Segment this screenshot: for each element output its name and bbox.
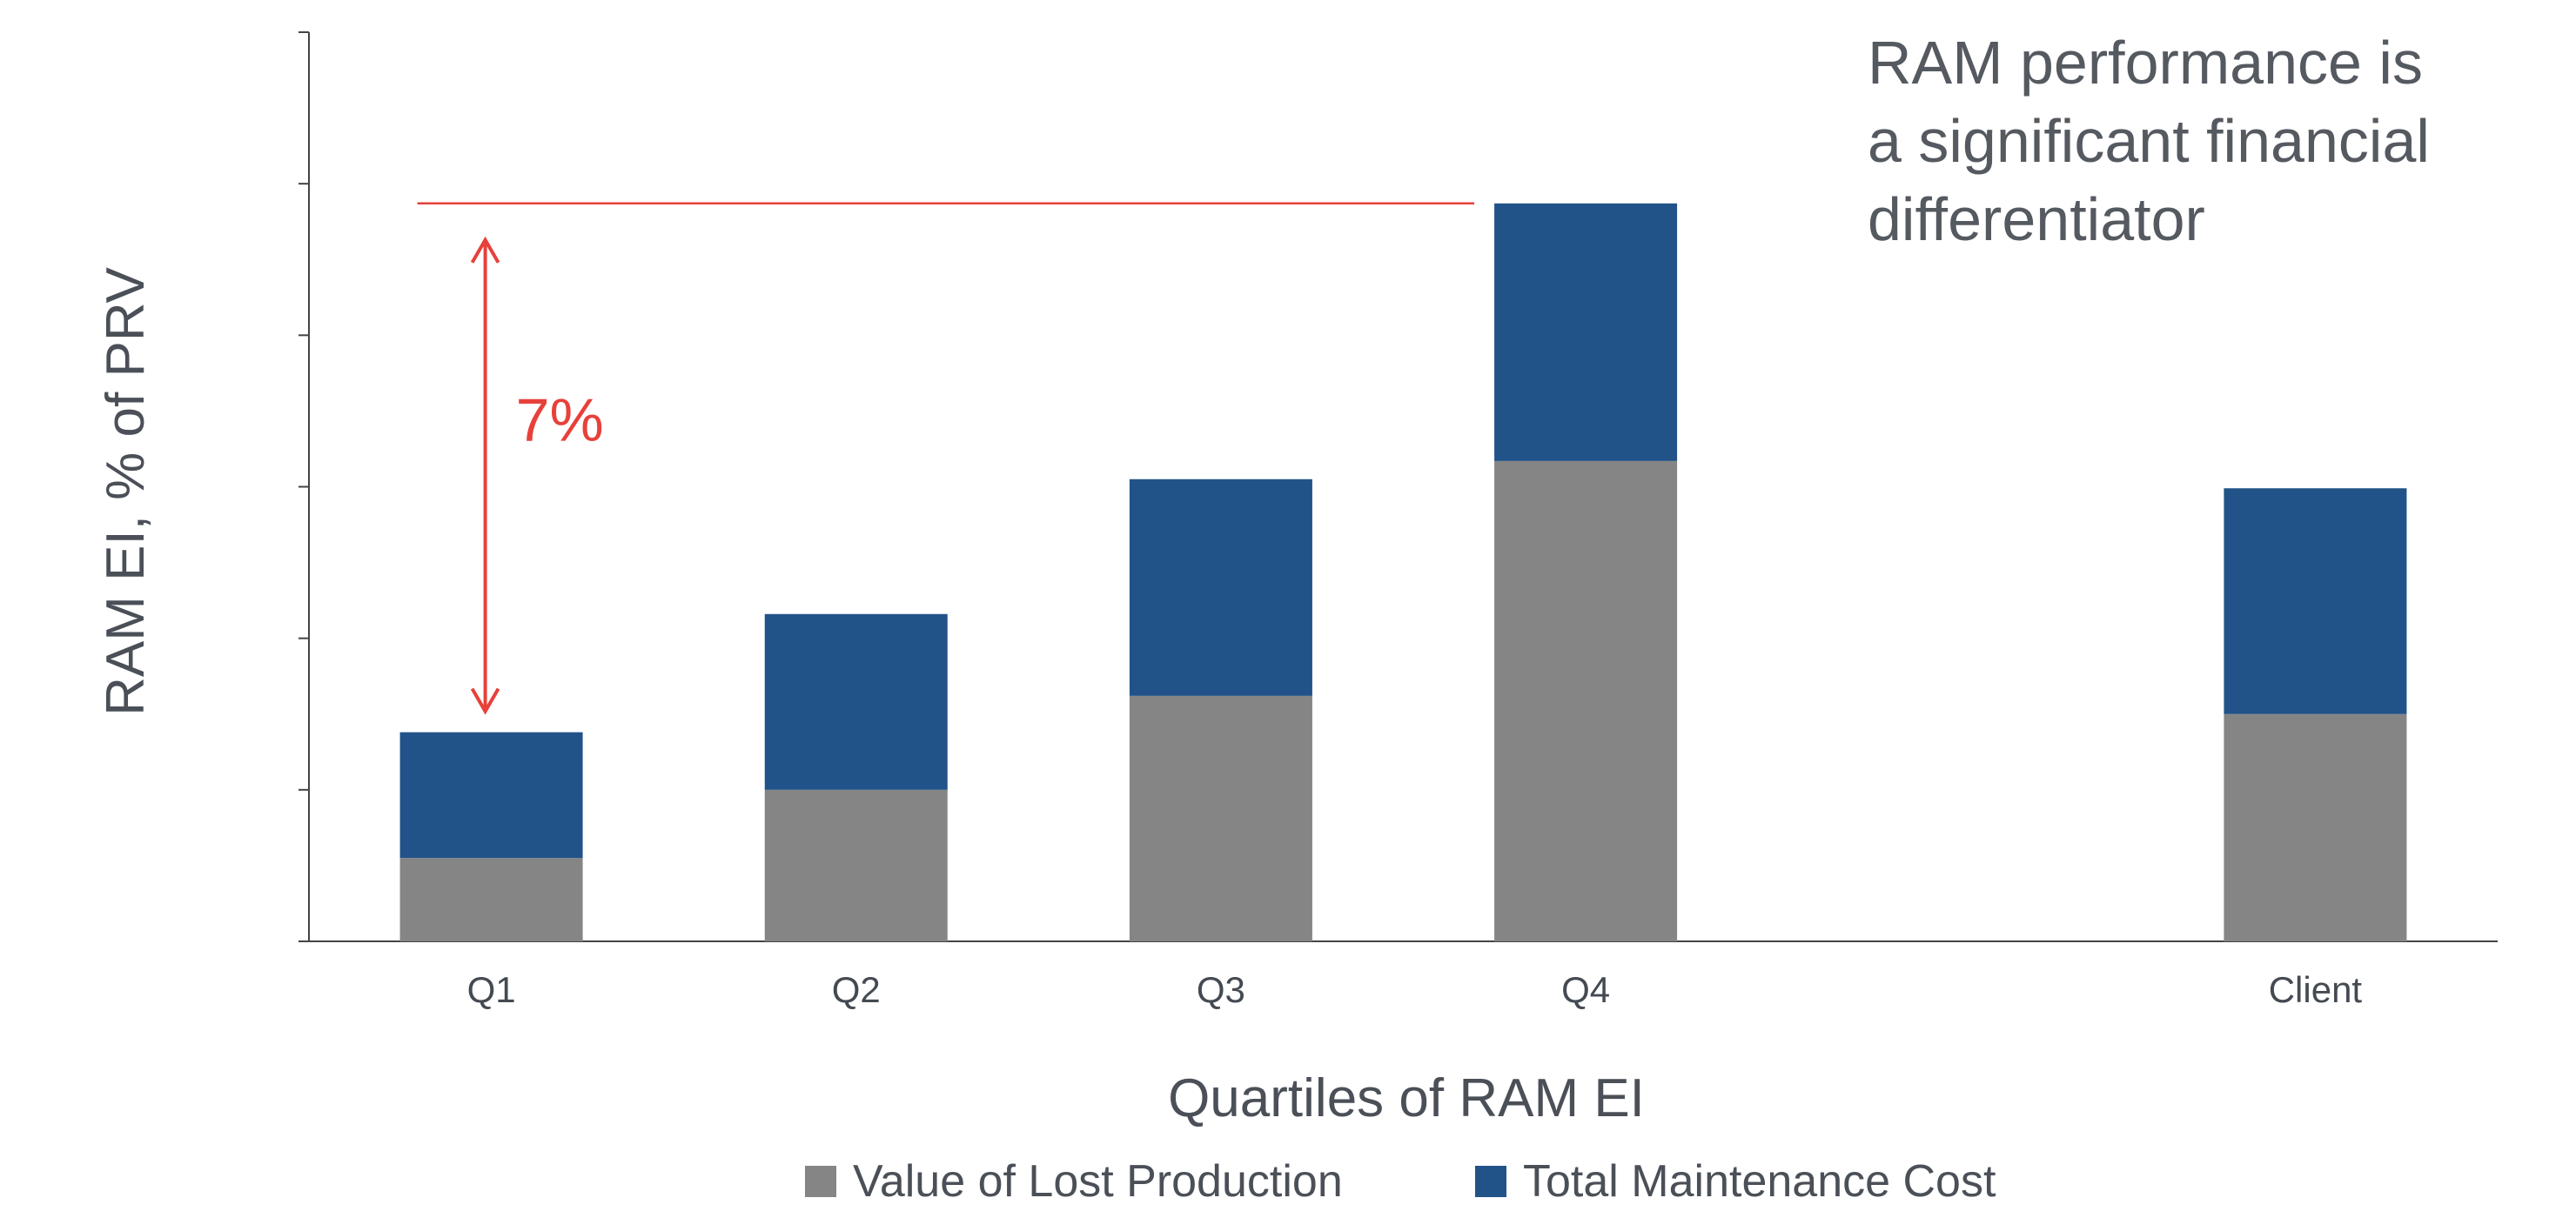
x-tick-label-q4: Q4 — [1561, 969, 1610, 1010]
headline-line: a significant financial — [1868, 107, 2430, 175]
headline-line: RAM performance is — [1868, 29, 2423, 97]
chart-headline: RAM performance is a significant financia… — [1868, 29, 2430, 253]
bar-q2-maintenance-cost — [764, 613, 948, 790]
bar-q3-lost-production — [1129, 695, 1312, 941]
bar-q1-lost-production — [399, 858, 583, 941]
y-axis-title: RAM EI, % of PRV — [96, 267, 156, 716]
gap-annotation: 7% — [417, 202, 1475, 715]
x-axis-title: Quartiles of RAM EI — [1168, 1068, 1645, 1128]
bar-q3-maintenance-cost — [1129, 478, 1312, 696]
axes — [299, 31, 2498, 942]
headline-line: differentiator — [1868, 185, 2205, 253]
bar-q4-lost-production — [1494, 460, 1678, 941]
legend: Value of Lost Production Total Maintenanc… — [805, 1156, 1996, 1207]
gap-arrow-head-down — [470, 687, 500, 715]
bars — [399, 203, 2407, 941]
legend-swatch-maintenance-cost — [1475, 1166, 1506, 1197]
bar-q4-maintenance-cost — [1494, 203, 1678, 461]
x-tick-label-q2: Q2 — [832, 969, 881, 1010]
bar-client-maintenance-cost — [2224, 488, 2407, 714]
x-tick-label-q3: Q3 — [1197, 969, 1245, 1010]
x-tick-label-client: Client — [2269, 969, 2363, 1010]
gap-label: 7% — [516, 386, 604, 454]
legend-label-maintenance-cost: Total Maintenance Cost — [1523, 1156, 1996, 1207]
bar-client-lost-production — [2224, 713, 2407, 941]
bar-q2-lost-production — [764, 789, 948, 941]
x-tick-labels: Q1 Q2 Q3 Q4 Client — [467, 969, 2363, 1010]
x-tick-label-q1: Q1 — [467, 969, 516, 1010]
legend-swatch-lost-production — [805, 1166, 836, 1197]
bar-q1-maintenance-cost — [399, 732, 583, 859]
legend-label-lost-production: Value of Lost Production — [853, 1156, 1343, 1207]
gap-arrow-head-up — [470, 236, 500, 264]
